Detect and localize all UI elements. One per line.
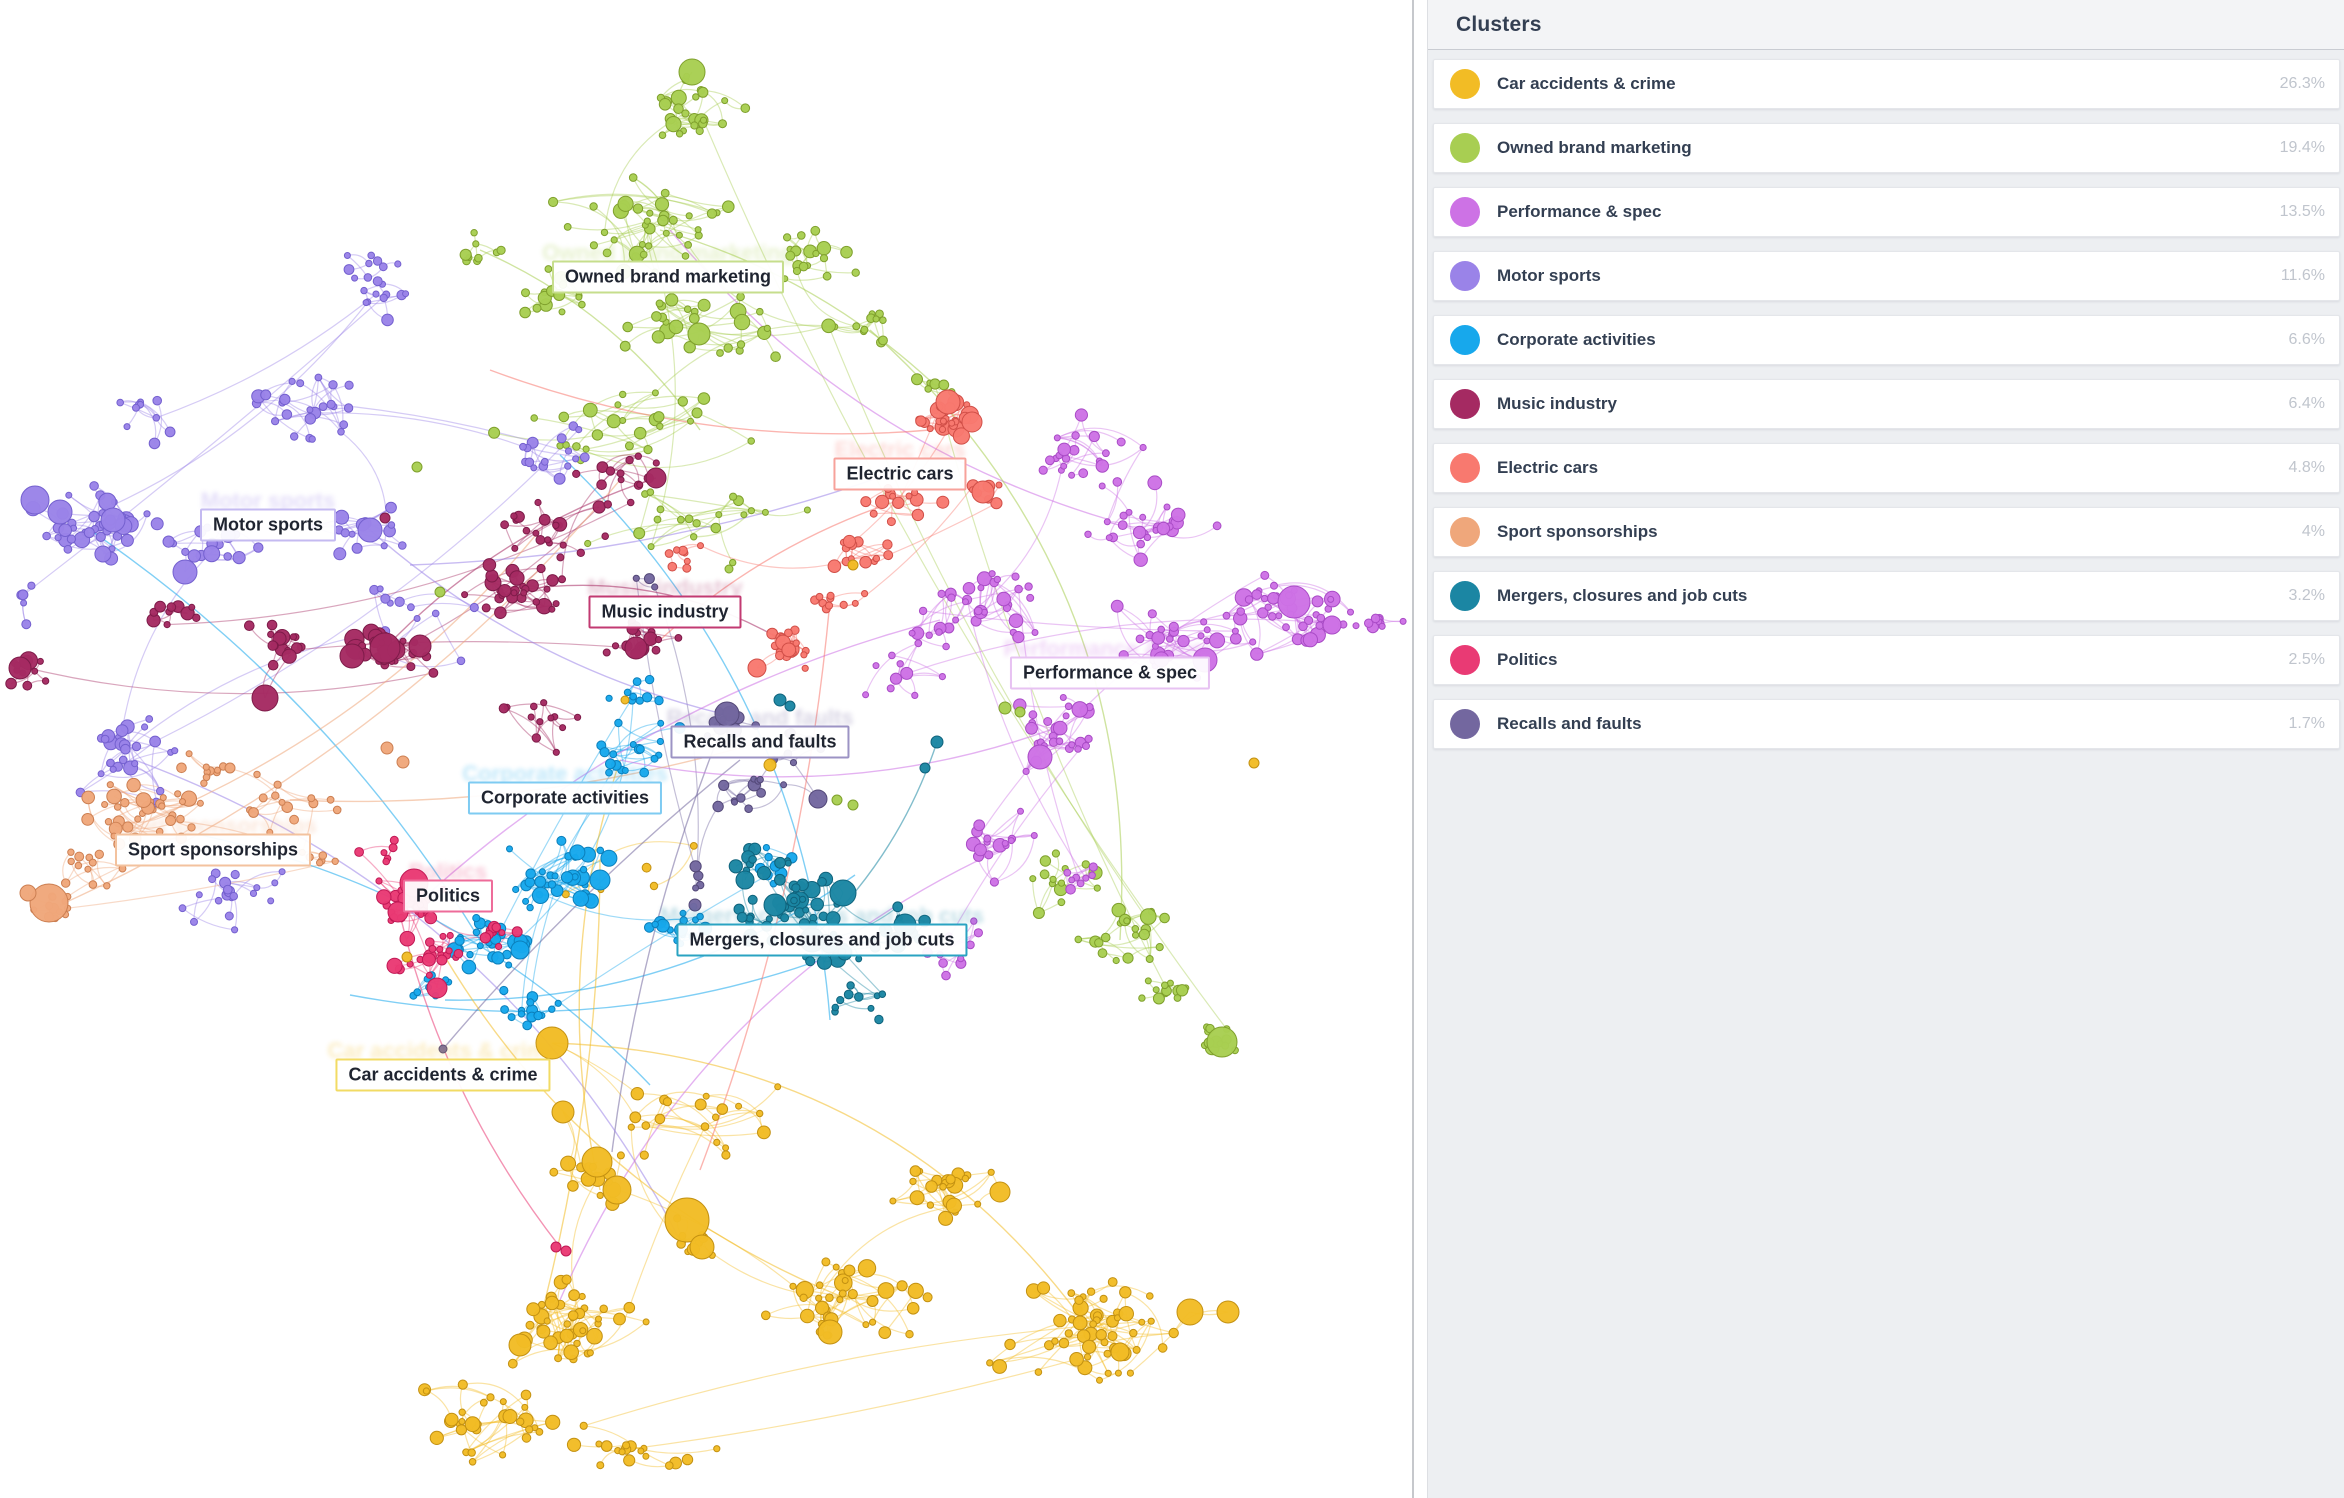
cluster-color-dot <box>1450 261 1480 291</box>
cluster-row-recalls-and-faults[interactable]: Recalls and faults 1.7% <box>1433 699 2340 749</box>
cluster-color-dot <box>1450 197 1480 227</box>
cluster-color-dot <box>1450 133 1480 163</box>
cluster-percentage: 2.5% <box>2288 651 2325 668</box>
panel-divider <box>1412 0 1414 1498</box>
cluster-color-dot <box>1450 69 1480 99</box>
panel-title: Clusters <box>1456 12 1542 36</box>
cluster-row-car-accidents-crime[interactable]: Car accidents & crime 26.3% <box>1433 59 2340 109</box>
map-label-owned-brand-marketing[interactable]: Owned brand marketing <box>551 260 785 294</box>
nodes-layer <box>5 58 1407 1470</box>
cluster-name: Sport sponsorships <box>1497 522 1658 541</box>
cluster-name: Music industry <box>1497 394 1617 413</box>
cluster-network-map[interactable]: Car accidents & crime Car accidents & cri… <box>0 0 1410 1498</box>
cluster-percentage: 6.4% <box>2288 395 2325 412</box>
cluster-color-dot <box>1450 453 1480 483</box>
map-label-sport-sponsorships[interactable]: Sport sponsorships <box>114 833 312 867</box>
cluster-row-music-industry[interactable]: Music industry 6.4% <box>1433 379 2340 429</box>
map-label-corporate-activities[interactable]: Corporate activities <box>467 781 663 815</box>
cluster-row-motor-sports[interactable]: Motor sports 11.6% <box>1433 251 2340 301</box>
cluster-name: Mergers, closures and job cuts <box>1497 586 1748 605</box>
cluster-percentage: 13.5% <box>2279 203 2325 220</box>
cluster-name: Politics <box>1497 650 1558 669</box>
cluster-percentage: 4.8% <box>2288 459 2325 476</box>
map-label-electric-cars[interactable]: Electric cars <box>833 457 967 491</box>
cluster-color-dot <box>1450 517 1480 547</box>
cluster-percentage: 3.2% <box>2288 587 2325 604</box>
cluster-color-dot <box>1450 581 1480 611</box>
cluster-name: Performance & spec <box>1497 202 1662 221</box>
cluster-name: Electric cars <box>1497 458 1599 477</box>
cluster-color-dot <box>1450 709 1480 739</box>
cluster-name: Motor sports <box>1497 266 1601 285</box>
cluster-row-performance-spec[interactable]: Performance & spec 13.5% <box>1433 187 2340 237</box>
cluster-list: Car accidents & crime 26.3% Owned brand ma… <box>1428 50 2344 749</box>
cluster-percentage: 1.7% <box>2288 715 2325 732</box>
cluster-percentage: 4% <box>2301 523 2325 540</box>
cluster-row-corporate-activities[interactable]: Corporate activities 6.6% <box>1433 315 2340 365</box>
cluster-color-dot <box>1450 645 1480 675</box>
cluster-color-dot <box>1450 325 1480 355</box>
cluster-row-owned-brand-marketing[interactable]: Owned brand marketing 19.4% <box>1433 123 2340 173</box>
cluster-percentage: 6.6% <box>2288 331 2325 348</box>
map-label-music-industry[interactable]: Music industry <box>588 595 742 629</box>
cluster-percentage: 11.6% <box>2280 267 2325 284</box>
cluster-row-mergers-closures-job-cuts[interactable]: Mergers, closures and job cuts 3.2% <box>1433 571 2340 621</box>
map-label-mergers-closures-job-cuts[interactable]: Mergers, closures and job cuts <box>676 923 968 957</box>
map-label-car-accidents-crime[interactable]: Car accidents & crime <box>335 1058 551 1092</box>
map-label-motor-sports[interactable]: Motor sports <box>200 508 336 542</box>
cluster-percentage: 26.3% <box>2279 75 2325 92</box>
cluster-row-politics[interactable]: Politics 2.5% <box>1433 635 2340 685</box>
cluster-percentage: 19.4% <box>2279 139 2325 156</box>
map-label-recalls-and-faults[interactable]: Recalls and faults <box>670 725 850 759</box>
cluster-row-electric-cars[interactable]: Electric cars 4.8% <box>1433 443 2340 493</box>
map-label-performance-spec[interactable]: Performance & spec <box>1009 656 1211 690</box>
cluster-name: Recalls and faults <box>1497 714 1642 733</box>
clusters-panel: Clusters Car accidents & crime 26.3% Owned… <box>1427 0 2344 1498</box>
map-label-politics[interactable]: Politics <box>402 879 494 913</box>
cluster-row-sport-sponsorships[interactable]: Sport sponsorships 4% <box>1433 507 2340 557</box>
clusters-panel-header: Clusters <box>1428 0 2344 50</box>
cluster-color-dot <box>1450 389 1480 419</box>
cluster-name: Corporate activities <box>1497 330 1656 349</box>
cluster-name: Owned brand marketing <box>1497 138 1692 157</box>
cluster-name: Car accidents & crime <box>1497 74 1676 93</box>
